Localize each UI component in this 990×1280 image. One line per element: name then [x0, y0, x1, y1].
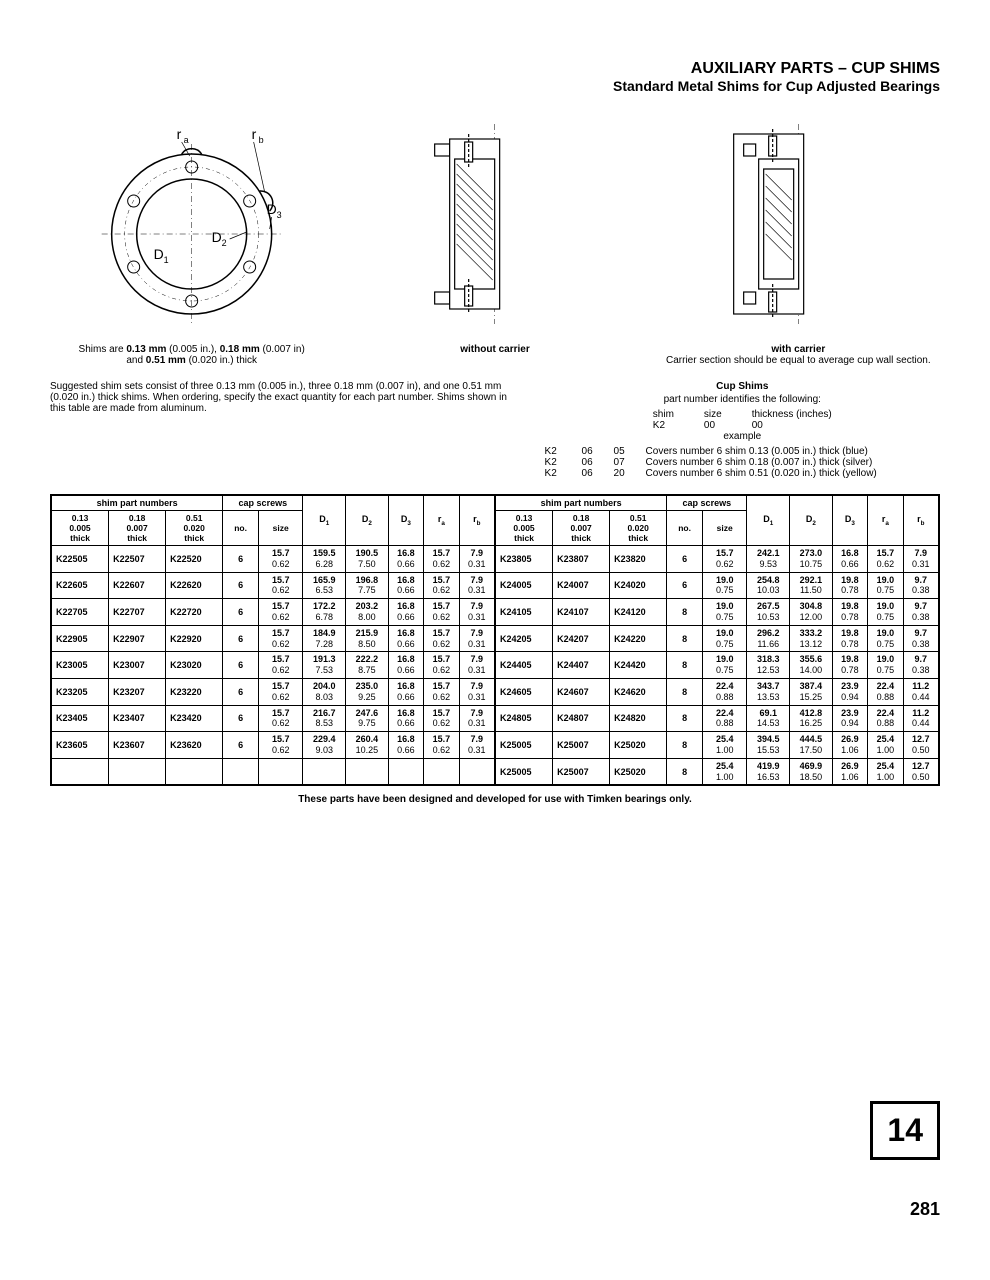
- diagrams-row: ra rb D1 D2 D3 Shims are 0.13 mm (0.005 …: [50, 114, 940, 366]
- svg-text:D: D: [267, 201, 277, 217]
- right-table: shim part numberscap screwsD1D2D3rarb0.1…: [495, 495, 939, 785]
- middle-section: Suggested shim sets consist of three 0.1…: [50, 381, 940, 479]
- diagram-left: ra rb D1 D2 D3 Shims are 0.13 mm (0.005 …: [50, 114, 333, 366]
- suggested-text: Suggested shim sets consist of three 0.1…: [50, 381, 545, 479]
- mid-caption: without carrier: [353, 344, 636, 355]
- svg-text:D: D: [212, 229, 222, 245]
- page-number: 281: [910, 1199, 940, 1220]
- cup-shims-block: Cup Shims part number identifies the fol…: [545, 381, 940, 479]
- left-caption: Shims are 0.13 mm (0.005 in.), 0.18 mm (…: [50, 344, 333, 366]
- svg-text:2: 2: [222, 238, 227, 248]
- diagram-middle: without carrier: [353, 114, 636, 366]
- svg-text:3: 3: [277, 210, 282, 220]
- section-tab: 14: [870, 1101, 940, 1160]
- svg-text:D: D: [154, 246, 164, 262]
- svg-text:a: a: [184, 135, 189, 145]
- svg-text:r: r: [177, 126, 182, 142]
- left-table: shim part numberscap screwsD1D2D3rarb0.1…: [51, 495, 495, 785]
- page-title: AUXILIARY PARTS – CUP SHIMS: [50, 60, 940, 78]
- page-subtitle: Standard Metal Shims for Cup Adjusted Be…: [50, 78, 940, 94]
- with-carrier-svg: [657, 114, 940, 334]
- svg-text:1: 1: [164, 255, 169, 265]
- shim-diagram-svg: ra rb D1 D2 D3: [50, 114, 333, 334]
- diagram-right: with carrier Carrier section should be e…: [657, 114, 940, 366]
- footnote: These parts have been designed and devel…: [50, 794, 940, 805]
- page-header: AUXILIARY PARTS – CUP SHIMS Standard Met…: [50, 60, 940, 94]
- svg-text:b: b: [259, 135, 264, 145]
- svg-text:r: r: [252, 126, 257, 142]
- data-tables: shim part numberscap screwsD1D2D3rarb0.1…: [50, 494, 940, 786]
- without-carrier-svg: [353, 114, 636, 334]
- right-caption: with carrier Carrier section should be e…: [657, 344, 940, 366]
